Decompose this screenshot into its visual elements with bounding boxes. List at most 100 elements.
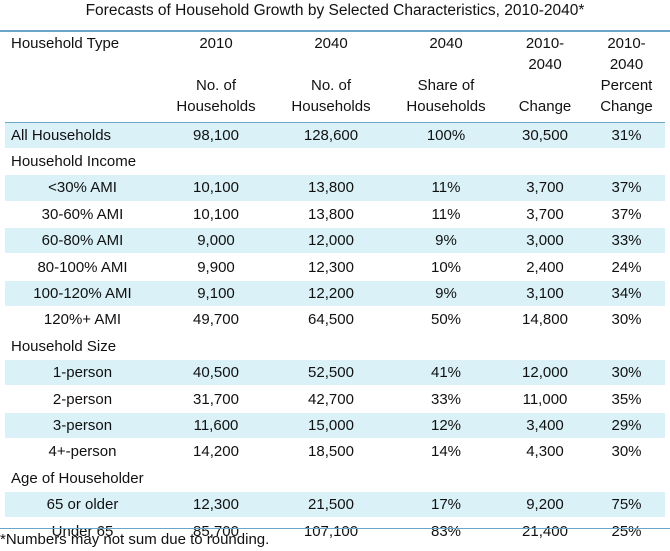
cell-2040: 64,500 [272,306,390,334]
cell-2010: 40,500 [160,359,272,387]
row-label: 80-100% AMI [5,253,160,281]
cell-2040: 12,200 [272,280,390,308]
row-label: 4+-person [5,438,160,466]
table-row: 120%+ AMI 49,700 64,500 50% 14,800 30% [5,306,665,334]
cell-2010: 9,100 [160,280,272,308]
cell-share: 10% [390,253,502,281]
cell-2040: 128,600 [272,121,390,149]
table-row: 30-60% AMI 10,100 13,800 11% 3,700 37% [5,201,665,229]
cell-percent-change: 37% [588,201,665,229]
cell-change: 3,100 [502,280,588,308]
cell-share: 33% [390,385,502,413]
cell-percent-change: 33% [588,227,665,255]
section-title: Age of Householder [5,465,665,492]
cell-2040: 21,500 [272,491,390,519]
table-row-all-households: All Households 98,100 128,600 100% 30,50… [5,121,665,149]
header-change: 2010- 2040 Change [518,35,572,115]
cell-share: 83% [390,517,502,545]
cell-change: 3,700 [502,201,588,229]
row-label: 120%+ AMI [5,306,160,334]
cell-2010: 31,700 [160,385,272,413]
section-title: Household Size [5,333,665,361]
cell-percent-change: 24% [588,253,665,281]
cell-percent-change: 29% [588,412,665,440]
cell-2040: 15,000 [272,412,390,440]
cell-2010: 9,000 [160,227,272,255]
row-label: Under 65 [5,517,160,545]
header-household-type: Household Type [11,35,120,52]
cell-2010: 98,100 [160,121,272,149]
header-2040: 2040 No. of Households [291,35,371,115]
cell-change: 4,300 [502,438,588,466]
cell-2040: 52,500 [272,359,390,387]
table-row: 2-person 31,700 42,700 33% 11,000 35% [5,385,665,413]
table-row: 100-120% AMI 9,100 12,200 9% 3,100 34% [5,280,665,308]
cell-percent-change: 75% [588,491,665,519]
table-row: Under 65 85,700 107,100 83% 21,400 25% [5,517,665,545]
cell-2040: 12,000 [272,227,390,255]
cell-2010: 49,700 [160,306,272,334]
cell-percent-change: 35% [588,385,665,413]
cell-2010: 11,600 [160,412,272,440]
footnote: *Numbers may not sum due to rounding. [0,531,270,548]
cell-2040: 107,100 [272,517,390,545]
cell-2010: 9,900 [160,253,272,281]
header-2040-share: 2040 Share of Households [406,35,486,115]
table-row: 60-80% AMI 9,000 12,000 9% 3,000 33% [5,227,665,255]
cell-change: 21,400 [502,517,588,545]
cell-share: 11% [390,174,502,202]
table-title: Forecasts of Household Growth by Selecte… [85,2,585,19]
cell-change: 11,000 [502,385,588,413]
table-row: 3-person 11,600 15,000 12% 3,400 29% [5,412,665,440]
row-label: 1-person [5,359,160,387]
header-2010: 2010 No. of Households [176,35,256,115]
cell-2040: 13,800 [272,174,390,202]
row-label: 2-person [5,385,160,413]
header-row: Household Type 2010 No. of Households 20… [5,33,665,122]
cell-percent-change: 31% [588,121,665,149]
cell-share: 9% [390,227,502,255]
cell-2010: 10,100 [160,201,272,229]
cell-2040: 12,300 [272,253,390,281]
cell-share: 100% [390,121,502,149]
cell-share: 9% [390,280,502,308]
cell-change: 9,200 [502,491,588,519]
cell-percent-change: 25% [588,517,665,545]
cell-share: 12% [390,412,502,440]
row-label: 60-80% AMI [5,227,160,255]
section-header-row: Age of Householder [5,465,665,492]
row-label: All Households [5,121,160,149]
cell-share: 50% [390,306,502,334]
cell-change: 14,800 [502,306,588,334]
cell-share: 11% [390,201,502,229]
row-label: 65 or older [5,491,160,519]
table-row: 1-person 40,500 52,500 41% 12,000 30% [5,359,665,387]
cell-2010: 12,300 [160,491,272,519]
cell-2010: 85,700 [160,517,272,545]
table-row: 4+-person 14,200 18,500 14% 4,300 30% [5,438,665,466]
table-row: 65 or older 12,300 21,500 17% 9,200 75% [5,491,665,519]
cell-share: 41% [390,359,502,387]
cell-percent-change: 34% [588,280,665,308]
cell-share: 17% [390,491,502,519]
row-label: 3-person [5,412,160,440]
table-row: <30% AMI 10,100 13,800 11% 3,700 37% [5,174,665,202]
cell-change: 30,500 [502,121,588,149]
top-rule [0,30,670,32]
section-header-row: Household Size [5,333,665,361]
cell-percent-change: 30% [588,438,665,466]
cell-2010: 14,200 [160,438,272,466]
bottom-rule [0,528,670,529]
cell-change: 3,700 [502,174,588,202]
cell-change: 12,000 [502,359,588,387]
cell-2040: 18,500 [272,438,390,466]
header-percent-change: 2010- 2040 Percent Change [600,35,653,115]
row-label: 30-60% AMI [5,201,160,229]
cell-change: 2,400 [502,253,588,281]
cell-share: 14% [390,438,502,466]
row-label: 100-120% AMI [5,280,160,308]
cell-percent-change: 30% [588,359,665,387]
cell-change: 3,400 [502,412,588,440]
section-title: Household Income [5,148,665,176]
household-forecast-table: Household Type 2010 No. of Households 20… [5,33,665,545]
